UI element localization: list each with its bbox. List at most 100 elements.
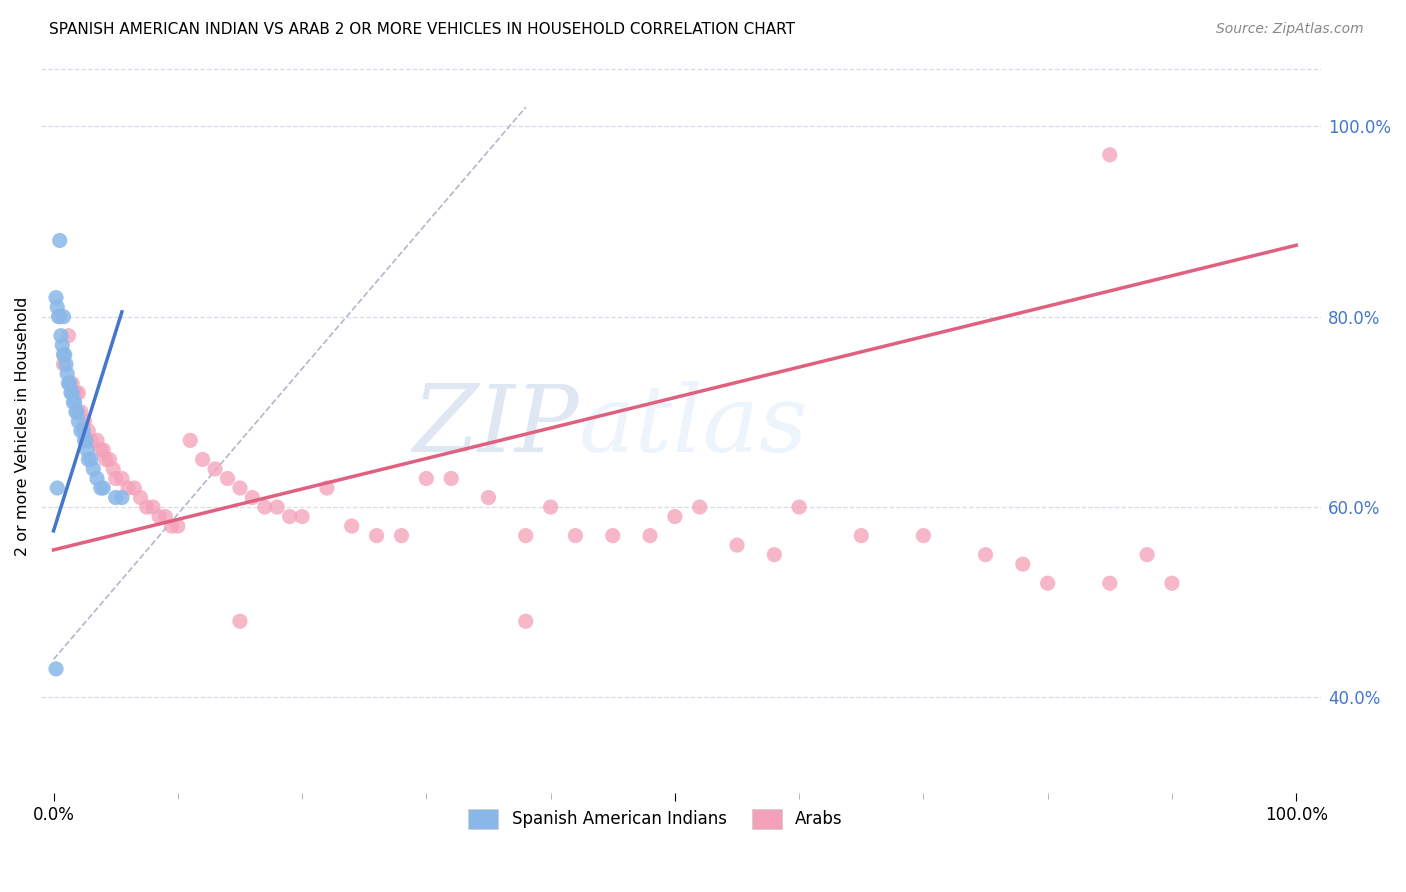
Point xyxy=(912,528,935,542)
Point xyxy=(124,481,146,495)
Point xyxy=(160,519,183,533)
Point xyxy=(316,481,339,495)
Point xyxy=(689,500,711,514)
Point xyxy=(391,528,413,542)
Point xyxy=(45,662,67,676)
Point xyxy=(58,376,80,391)
Text: SPANISH AMERICAN INDIAN VS ARAB 2 OR MORE VEHICLES IN HOUSEHOLD CORRELATION CHAR: SPANISH AMERICAN INDIAN VS ARAB 2 OR MOR… xyxy=(49,22,796,37)
Point xyxy=(73,434,96,448)
Point xyxy=(45,291,67,305)
Point xyxy=(48,310,70,324)
Point xyxy=(75,434,97,448)
Point xyxy=(1098,148,1121,162)
Point xyxy=(540,500,562,514)
Point xyxy=(58,328,80,343)
Point xyxy=(91,481,114,495)
Point xyxy=(340,519,363,533)
Point xyxy=(763,548,786,562)
Point xyxy=(974,548,997,562)
Point xyxy=(1136,548,1159,562)
Point xyxy=(142,500,165,514)
Point xyxy=(56,367,79,381)
Point xyxy=(477,491,499,505)
Point xyxy=(240,491,263,505)
Point xyxy=(80,434,103,448)
Point xyxy=(52,310,75,324)
Point xyxy=(103,462,125,476)
Point xyxy=(217,471,239,485)
Point xyxy=(67,385,90,400)
Point xyxy=(1098,576,1121,591)
Point xyxy=(104,471,127,485)
Point xyxy=(65,385,87,400)
Point xyxy=(49,328,72,343)
Point xyxy=(155,509,177,524)
Point xyxy=(135,500,157,514)
Point xyxy=(52,357,75,371)
Point xyxy=(70,424,93,438)
Point xyxy=(70,405,93,419)
Point xyxy=(91,442,114,457)
Point xyxy=(664,509,686,524)
Point xyxy=(60,376,83,391)
Point xyxy=(48,310,70,324)
Point xyxy=(129,491,152,505)
Text: atlas: atlas xyxy=(579,381,808,471)
Text: Source: ZipAtlas.com: Source: ZipAtlas.com xyxy=(1216,22,1364,37)
Point xyxy=(46,300,69,314)
Point xyxy=(166,519,188,533)
Point xyxy=(204,462,226,476)
Legend: Spanish American Indians, Arabs: Spanish American Indians, Arabs xyxy=(461,802,849,836)
Point xyxy=(67,414,90,428)
Point xyxy=(291,509,314,524)
Y-axis label: 2 or more Vehicles in Household: 2 or more Vehicles in Household xyxy=(15,296,30,556)
Point xyxy=(82,462,104,476)
Point xyxy=(90,481,112,495)
Point xyxy=(66,405,89,419)
Point xyxy=(1036,576,1059,591)
Point xyxy=(53,348,76,362)
Point xyxy=(46,481,69,495)
Point xyxy=(80,452,103,467)
Point xyxy=(63,395,86,409)
Point xyxy=(266,500,288,514)
Point xyxy=(90,442,112,457)
Point xyxy=(59,376,82,391)
Point xyxy=(94,452,117,467)
Point xyxy=(278,509,301,524)
Point xyxy=(86,471,108,485)
Point xyxy=(602,528,624,542)
Point xyxy=(725,538,748,552)
Point xyxy=(77,424,100,438)
Point xyxy=(117,481,139,495)
Point xyxy=(77,452,100,467)
Point xyxy=(1011,557,1033,571)
Point xyxy=(104,491,127,505)
Point xyxy=(253,500,276,514)
Point xyxy=(48,234,70,248)
Point xyxy=(1161,576,1184,591)
Point xyxy=(98,452,121,467)
Point xyxy=(76,442,98,457)
Point xyxy=(440,471,463,485)
Point xyxy=(72,424,94,438)
Point xyxy=(787,500,810,514)
Point xyxy=(55,357,77,371)
Point xyxy=(851,528,873,542)
Point xyxy=(111,471,134,485)
Text: ZIP: ZIP xyxy=(412,381,579,471)
Point xyxy=(415,471,437,485)
Point xyxy=(515,528,537,542)
Point xyxy=(59,385,82,400)
Point xyxy=(148,509,170,524)
Point xyxy=(366,528,388,542)
Point xyxy=(179,434,201,448)
Point xyxy=(564,528,586,542)
Point xyxy=(229,481,252,495)
Point xyxy=(65,405,87,419)
Point xyxy=(191,452,214,467)
Point xyxy=(73,414,96,428)
Point xyxy=(111,491,134,505)
Point xyxy=(229,615,252,629)
Point xyxy=(62,395,84,409)
